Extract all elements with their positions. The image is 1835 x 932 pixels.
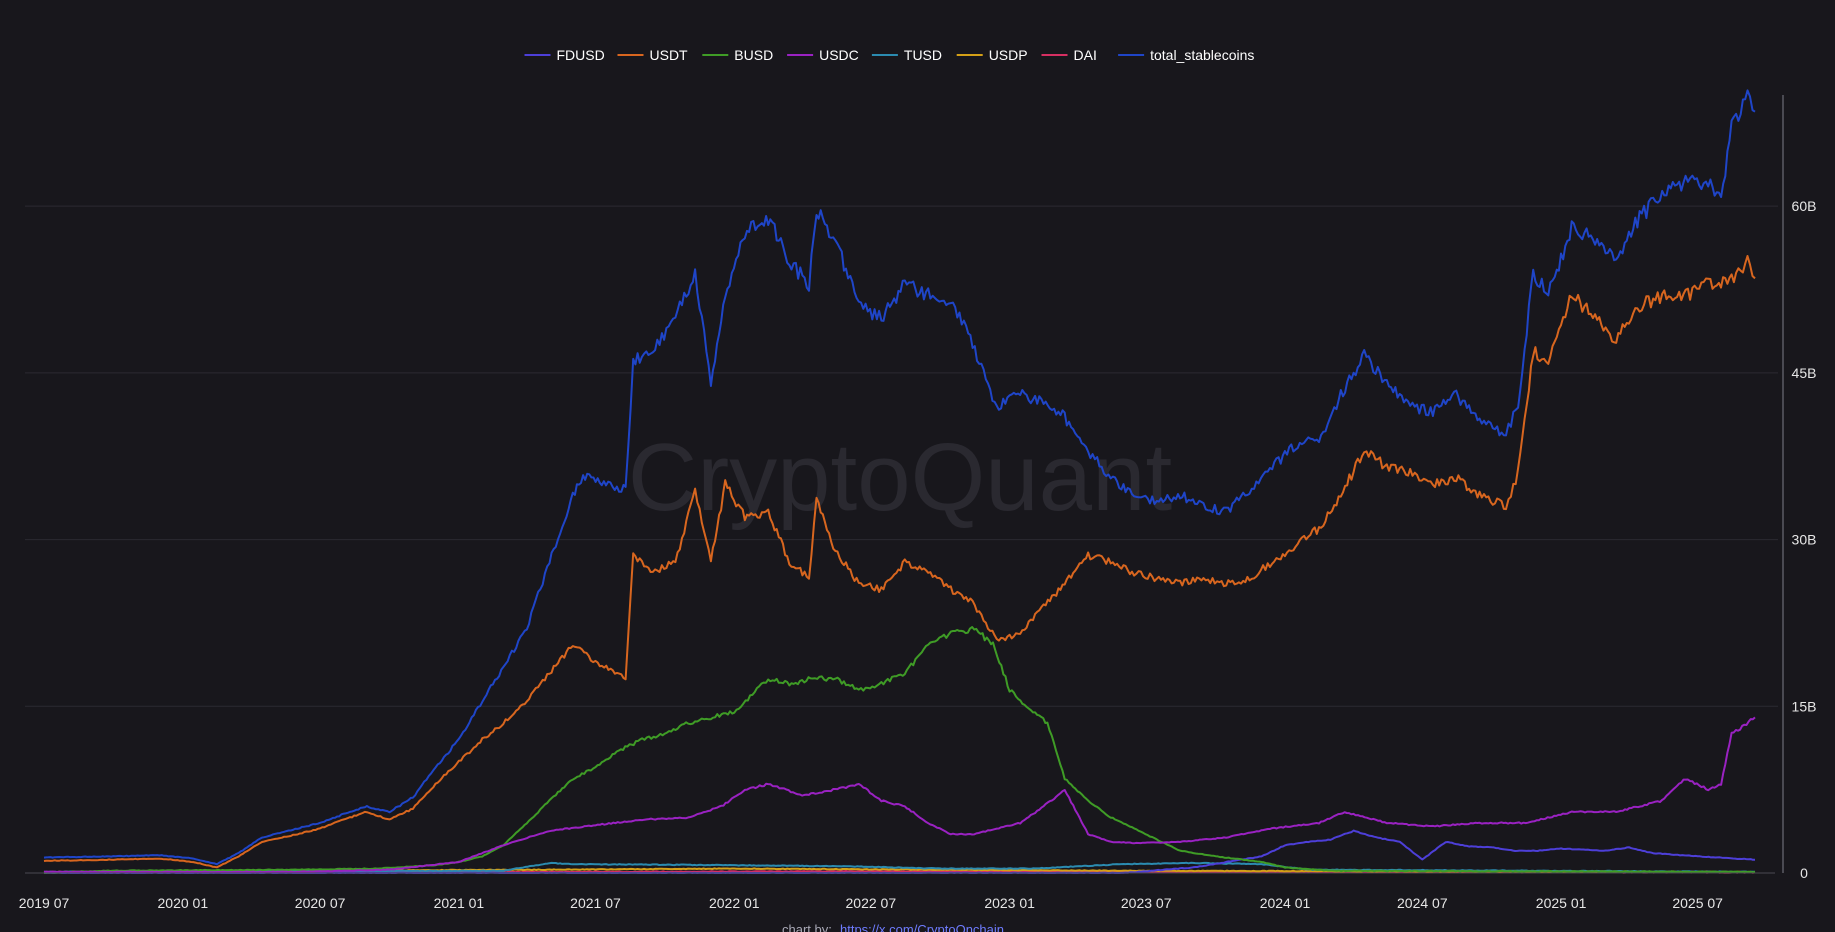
x-tick-label: 2023 07 bbox=[1121, 895, 1172, 911]
legend-item-busd[interactable]: BUSD bbox=[702, 47, 773, 63]
grid bbox=[25, 205, 1778, 707]
x-tick-label: 2019 07 bbox=[19, 895, 70, 911]
x-tick-label: 2021 01 bbox=[434, 895, 485, 911]
legend-label: TUSD bbox=[904, 47, 942, 63]
credit-prefix: chart by: bbox=[782, 922, 832, 932]
y-tick-label: 60B bbox=[1792, 198, 1817, 214]
legend-item-usdt[interactable]: USDT bbox=[617, 47, 689, 63]
legend-item-fdusd[interactable]: FDUSD bbox=[524, 47, 605, 63]
legend-label: USDP bbox=[989, 47, 1028, 63]
legend-item-total-stablecoins[interactable]: total_stablecoins bbox=[1118, 47, 1254, 63]
y-tick-label: 15B bbox=[1792, 698, 1817, 714]
y-tick-label: 0 bbox=[1800, 865, 1808, 881]
series-line-usdc bbox=[43, 716, 1756, 874]
legend-label: total_stablecoins bbox=[1150, 47, 1254, 63]
legend-item-tusd[interactable]: TUSD bbox=[871, 47, 942, 63]
axes: 0 15B 30B 45B 60B 2019 07 2020 01 2020 07 2021 0… bbox=[19, 95, 1817, 911]
legend-label: BUSD bbox=[734, 47, 773, 63]
series-lines bbox=[43, 89, 1756, 874]
x-tick-label: 2022 01 bbox=[709, 895, 760, 911]
watermark: CryptoQuant bbox=[628, 424, 1172, 531]
legend: FDUSD USDT BUSD USDC TUSD USDP DAI total_stable… bbox=[524, 47, 1254, 63]
legend-label: USDT bbox=[650, 47, 689, 63]
x-tick-label: 2025 01 bbox=[1536, 895, 1587, 911]
legend-item-usdc[interactable]: USDC bbox=[787, 47, 859, 63]
x-tick-label: 2020 01 bbox=[158, 895, 209, 911]
legend-item-usdp[interactable]: USDP bbox=[956, 47, 1028, 63]
x-tick-label: 2024 07 bbox=[1397, 895, 1448, 911]
series-line-total-stablecoins bbox=[43, 89, 1756, 866]
x-tick-label: 2020 07 bbox=[295, 895, 346, 911]
legend-item-dai[interactable]: DAI bbox=[1041, 47, 1097, 63]
series-line-usdt bbox=[43, 255, 1756, 869]
series-line-busd bbox=[43, 626, 1756, 874]
legend-label: FDUSD bbox=[557, 47, 605, 63]
x-tick-label: 2021 07 bbox=[570, 895, 621, 911]
legend-label: DAI bbox=[1074, 47, 1097, 63]
chart-credit: chart by: https://x.com/CryptoOnchain bbox=[782, 922, 1004, 932]
x-tick-label: 2023 01 bbox=[984, 895, 1035, 911]
credit-link[interactable]: https://x.com/CryptoOnchain bbox=[840, 922, 1004, 932]
legend-label: USDC bbox=[819, 47, 859, 63]
x-tick-label: 2025 07 bbox=[1672, 895, 1723, 911]
x-tick-label: 2024 01 bbox=[1260, 895, 1311, 911]
y-tick-label: 30B bbox=[1792, 532, 1817, 548]
x-tick-label: 2022 07 bbox=[846, 895, 897, 911]
y-tick-label: 45B bbox=[1792, 365, 1817, 381]
